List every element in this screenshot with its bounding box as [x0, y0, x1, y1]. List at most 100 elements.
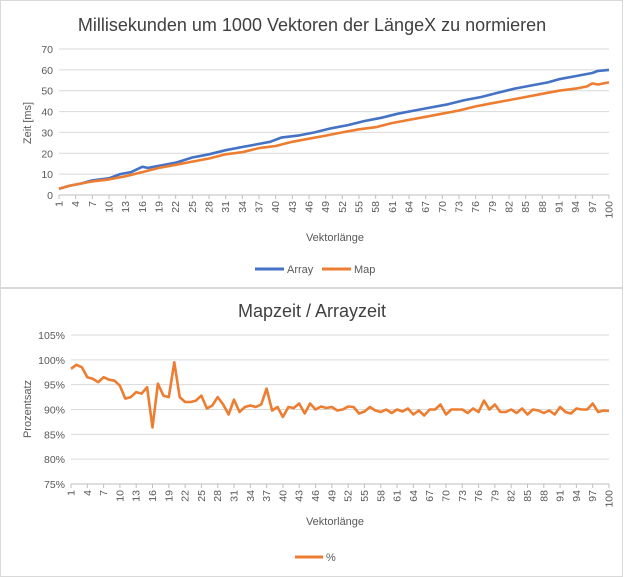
series-lines [58, 68, 610, 190]
x-tick-label: 52 [337, 201, 349, 213]
y-tick-label: 75% [44, 479, 65, 491]
y-axis-title: Zeit [ms] [22, 102, 34, 144]
x-tick-label: 67 [424, 490, 436, 502]
x-tick-label: 28 [212, 490, 224, 502]
x-tick-label: 49 [320, 201, 332, 213]
x-tick-label: 55 [354, 201, 366, 213]
x-tick-label: 85 [520, 201, 532, 213]
y-tick-label: 80% [44, 454, 65, 466]
x-axis-title: Vektorlänge [306, 232, 364, 244]
legend: Array Map [255, 264, 375, 276]
x-tick-label: 40 [270, 201, 282, 213]
x-tick-label: 100 [604, 490, 616, 508]
x-tick-label: 64 [404, 201, 416, 213]
x-tick-label: 37 [254, 201, 266, 213]
x-tick-label: 34 [237, 201, 249, 213]
x-tick-label: 70 [440, 490, 452, 502]
chart-panel-ratio: Mapzeit / Arrayzeit Prozentsatz Vektorlä… [0, 288, 623, 577]
y-tick-label: 60 [41, 65, 53, 77]
y-tick-label: 30 [41, 127, 53, 139]
x-tick-labels: 1 4 7 10 13 16 19 22 25 28 31 34 37 40 43 46 49 52 55 58 61 6… [66, 484, 616, 508]
x-tick-label: 97 [587, 201, 599, 213]
x-tick-label: 61 [387, 201, 399, 213]
series-lines [70, 361, 610, 429]
x-tick-label: 13 [120, 201, 132, 213]
y-tick-label: 95% [44, 380, 65, 392]
y-tick-label: 40 [41, 107, 53, 119]
y-tick-label: 70 [41, 44, 53, 56]
x-tick-label: 52 [343, 490, 355, 502]
x-tick-label: 46 [304, 201, 316, 213]
x-tick-label: 1 [66, 490, 78, 496]
y-tick-label: 10 [41, 169, 53, 181]
x-tick-label: 82 [506, 490, 518, 502]
x-tick-label: 31 [229, 490, 241, 502]
y-tick-labels: 0 10 20 30 40 50 60 70 [41, 44, 53, 202]
x-tick-label: 58 [370, 201, 382, 213]
x-tick-label: 94 [570, 201, 582, 213]
x-tick-label: 4 [70, 201, 82, 207]
x-tick-label: 64 [408, 490, 420, 502]
x-tick-label: 10 [104, 201, 116, 213]
x-tick-label: 16 [137, 201, 149, 213]
x-tick-label: 34 [245, 490, 257, 502]
y-tick-label: 20 [41, 148, 53, 160]
chart-title: Millisekunden um 1000 Vektoren der Länge… [78, 15, 546, 35]
x-tick-label: 55 [359, 490, 371, 502]
legend-label-percent: % [326, 552, 336, 564]
x-tick-label: 88 [537, 201, 549, 213]
x-tick-labels: 1 4 7 10 13 16 19 22 25 28 31 34 37 40 43 46 49 52 55 58 61 6… [54, 195, 616, 219]
series-line-percent [70, 361, 610, 429]
x-tick-label: 22 [170, 201, 182, 213]
x-tick-label: 25 [187, 201, 199, 213]
x-tick-label: 16 [147, 490, 159, 502]
x-tick-label: 43 [287, 201, 299, 213]
x-tick-label: 43 [294, 490, 306, 502]
y-tick-label: 100% [38, 355, 65, 367]
x-tick-label: 94 [571, 490, 583, 502]
x-tick-label: 91 [555, 490, 567, 502]
x-tick-label: 76 [473, 490, 485, 502]
y-tick-label: 0 [47, 190, 53, 202]
y-tick-label: 105% [38, 330, 65, 342]
x-tick-label: 70 [437, 201, 449, 213]
x-tick-label: 19 [163, 490, 175, 502]
x-tick-label: 73 [457, 490, 469, 502]
chart-panel-time: Millisekunden um 1000 Vektoren der Länge… [0, 0, 623, 288]
chart-time-svg: Millisekunden um 1000 Vektoren der Länge… [22, 15, 616, 276]
x-tick-label: 85 [522, 490, 534, 502]
x-tick-label: 76 [470, 201, 482, 213]
x-tick-label: 7 [87, 201, 99, 207]
y-tick-label: 85% [44, 429, 65, 441]
x-tick-label: 25 [196, 490, 208, 502]
x-tick-label: 82 [504, 201, 516, 213]
gridlines [59, 48, 609, 196]
x-tick-label: 100 [604, 201, 616, 219]
y-axis-title: Prozentsatz [22, 380, 34, 438]
x-tick-label: 46 [310, 490, 322, 502]
x-tick-label: 79 [489, 490, 501, 502]
x-tick-label: 61 [392, 490, 404, 502]
x-tick-label: 10 [114, 490, 126, 502]
x-tick-label: 79 [487, 201, 499, 213]
legend-label-array: Array [287, 264, 314, 276]
x-tick-label: 28 [204, 201, 216, 213]
chart-title: Mapzeit / Arrayzeit [238, 301, 386, 321]
x-tick-label: 67 [420, 201, 432, 213]
x-tick-label: 58 [375, 490, 387, 502]
x-tick-label: 49 [326, 490, 338, 502]
y-tick-label: 90% [44, 405, 65, 417]
x-tick-label: 13 [131, 490, 143, 502]
series-line-map [58, 81, 610, 190]
x-tick-label: 22 [180, 490, 192, 502]
x-tick-label: 37 [261, 490, 273, 502]
x-tick-label: 7 [98, 490, 110, 496]
chart-ratio-svg: Mapzeit / Arrayzeit Prozentsatz Vektorlä… [22, 301, 616, 564]
x-tick-label: 40 [277, 490, 289, 502]
legend-label-map: Map [354, 264, 375, 276]
x-tick-label: 73 [454, 201, 466, 213]
x-tick-label: 91 [554, 201, 566, 213]
x-tick-label: 88 [538, 490, 550, 502]
x-tick-label: 97 [587, 490, 599, 502]
